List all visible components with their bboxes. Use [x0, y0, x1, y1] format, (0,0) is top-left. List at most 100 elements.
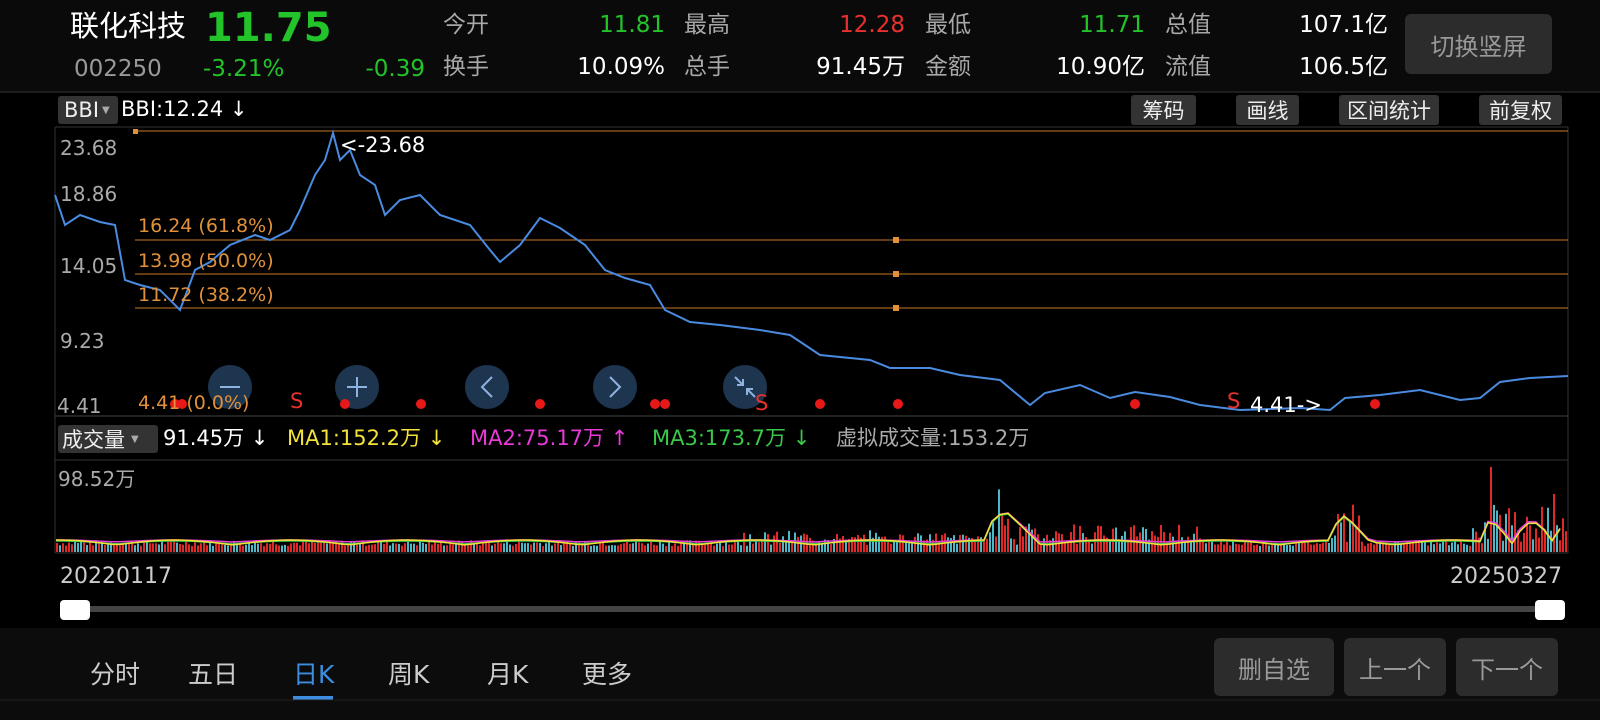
volume-bar	[1208, 540, 1210, 552]
volume-bar	[272, 541, 274, 552]
volume-bar	[974, 541, 976, 552]
stat-value: 91.45万	[816, 54, 905, 80]
fib-handle[interactable]	[893, 271, 899, 277]
volume-bar	[1088, 539, 1090, 552]
scroll-handle[interactable]	[60, 600, 90, 620]
volume-bar	[149, 543, 151, 552]
indicator-value: BBI:12.24 ↓	[121, 97, 248, 121]
switch-orientation-button[interactable]: 切换竖屏	[1405, 14, 1552, 74]
volume-bar	[950, 538, 952, 552]
fib-handle[interactable]	[893, 237, 899, 243]
low-marker: 4.41->	[1250, 393, 1322, 417]
tab[interactable]: 五日	[188, 660, 239, 689]
collapse-button[interactable]	[723, 365, 767, 409]
volume-bar	[1325, 541, 1327, 552]
volume-bar	[1253, 545, 1255, 552]
indicator-dropdown[interactable]: BBI ▼	[58, 96, 118, 124]
tool-button[interactable]: 前复权	[1479, 95, 1562, 125]
volume-bar	[1016, 544, 1018, 552]
volume-bar	[914, 536, 916, 552]
volume-bar	[752, 543, 754, 552]
scroll-handle[interactable]	[1535, 600, 1565, 620]
fib-handle[interactable]	[893, 305, 899, 311]
stat-label: 最低	[925, 12, 971, 38]
volume-bar	[1517, 530, 1519, 552]
volume-bar	[818, 542, 820, 552]
volume-bar	[176, 542, 178, 552]
volume-bar	[80, 541, 82, 552]
volume-bar	[1514, 512, 1516, 552]
tool-button[interactable]: 区间统计	[1339, 95, 1439, 125]
volume-bar	[203, 542, 205, 552]
volume-bar	[140, 545, 142, 552]
volume-bar	[1430, 541, 1432, 552]
stat-value: 10.90亿	[1056, 54, 1145, 80]
volume-bar	[1346, 541, 1348, 552]
volume-bar	[1175, 543, 1177, 552]
volume-bar	[122, 544, 124, 552]
volume-bar	[1382, 541, 1384, 552]
tab-active[interactable]: 日K	[293, 660, 335, 689]
volume-bar	[1103, 535, 1105, 552]
volume-bar	[1244, 541, 1246, 552]
volume-bar	[1064, 541, 1066, 552]
signal-dot	[1370, 399, 1380, 409]
volume-bar	[785, 541, 787, 552]
volume-bar	[1304, 541, 1306, 552]
tool-button[interactable]: 筹码	[1131, 95, 1196, 125]
next-stock-button[interactable]: 下一个	[1456, 638, 1558, 696]
volume-bar	[1118, 539, 1120, 552]
previous-button[interactable]: 上一个	[1344, 638, 1446, 696]
volume-bar	[479, 545, 481, 552]
volume-bar	[1259, 545, 1261, 552]
volume-bar	[188, 544, 190, 552]
volume-bar	[629, 543, 631, 552]
volume-bar	[977, 536, 979, 552]
volume-bar	[647, 543, 649, 552]
tab[interactable]: 月K	[487, 660, 529, 689]
fib-handle[interactable]	[133, 129, 138, 134]
tab[interactable]: 周K	[388, 660, 430, 689]
volume-bar	[380, 541, 382, 552]
volume-bar	[644, 545, 646, 552]
volume-bar	[1262, 541, 1264, 552]
volume-bar	[275, 544, 277, 552]
volume-bar	[761, 540, 763, 552]
prev-button[interactable]	[465, 365, 509, 409]
volume-bar	[1496, 510, 1498, 552]
volume-bar	[1280, 542, 1282, 552]
volume-bar	[1127, 539, 1129, 552]
tab[interactable]: 更多	[582, 660, 633, 689]
volume-bar	[236, 543, 238, 552]
stat-label: 总值	[1165, 12, 1211, 38]
volume-bar	[878, 536, 880, 552]
volume-bar	[791, 540, 793, 552]
tab[interactable]: 分时	[90, 660, 141, 689]
volume-bar	[638, 542, 640, 552]
tool-button[interactable]: 画线	[1236, 95, 1299, 125]
volume-bar	[1397, 542, 1399, 552]
volume-bar	[128, 542, 130, 552]
volume-bar	[347, 543, 349, 552]
volume-dropdown[interactable]: 成交量 ▼	[58, 425, 158, 453]
volume-bar	[482, 541, 484, 552]
volume-bar	[362, 540, 364, 552]
remove-watchlist-button[interactable]: 删自选	[1214, 638, 1334, 696]
volume-bar	[131, 541, 133, 552]
volume-bar	[1421, 540, 1423, 552]
volume-bar	[329, 540, 331, 552]
volume-bar	[1355, 526, 1357, 552]
volume-bar	[1019, 527, 1021, 552]
volume-bar	[1109, 540, 1111, 552]
volume-bar	[1181, 537, 1183, 552]
next-button[interactable]	[593, 365, 637, 409]
volume-bar	[1520, 541, 1522, 552]
volume-bar	[227, 545, 229, 552]
volume-bar	[1436, 542, 1438, 552]
volume-bar	[341, 540, 343, 552]
volume-bar	[185, 541, 187, 552]
volume-bar	[395, 543, 397, 552]
volume-bar	[959, 535, 961, 552]
volume-bar	[1559, 540, 1561, 552]
volume-bar	[308, 543, 310, 552]
